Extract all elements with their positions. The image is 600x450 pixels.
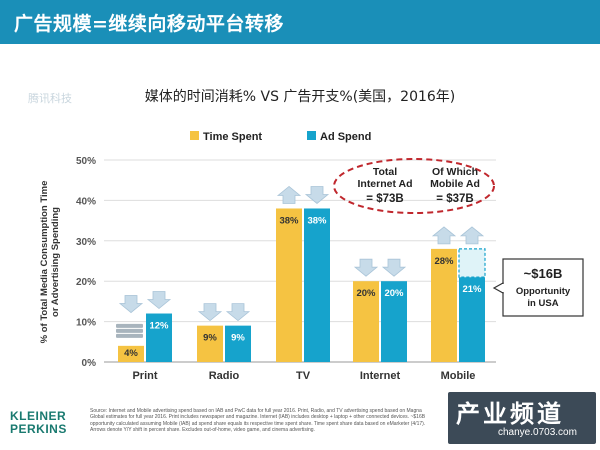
bar-time-spent-radio	[197, 325, 223, 362]
y-tick-label: 20%	[76, 277, 96, 288]
opportunity-box	[502, 258, 584, 317]
data-label-ad-spend: 38%	[307, 215, 327, 226]
data-label-time-spent: 38%	[279, 215, 299, 226]
bar-time-spent-print	[118, 345, 144, 362]
yoy-arrow-ad-spend	[225, 303, 251, 322]
kleiner-perkins-logo: KLEINER PERKINS	[10, 410, 67, 436]
yoy-arrow-ad-spend	[459, 226, 485, 245]
y-tick-label: 30%	[76, 237, 96, 248]
x-tick-label-print: Print	[132, 370, 157, 382]
data-label-ad-spend: 21%	[462, 284, 482, 295]
print-stack-icon	[116, 323, 143, 328]
data-label-time-spent: 4%	[124, 348, 138, 359]
mobile-ad-line-2: Mobile Ad	[430, 178, 480, 190]
bar-time-spent-internet	[353, 281, 379, 362]
data-label-ad-spend: 20%	[384, 288, 404, 299]
y-tick-label: 10%	[76, 318, 96, 329]
yoy-arrow-time-spent	[431, 226, 457, 245]
total-internet-ad-line-2: Internet Ad	[357, 178, 412, 190]
y-axis-label-line-2: or Advertising Spending	[50, 207, 61, 317]
totals-ellipse	[333, 158, 495, 214]
logo-line-1: KLEINER	[10, 409, 67, 423]
yoy-arrow-ad-spend	[304, 186, 330, 204]
yoy-arrow-time-spent	[276, 185, 302, 204]
y-tick-label: 40%	[76, 196, 96, 207]
watermark: 腾讯科技	[28, 92, 72, 105]
page-title: 广告规模=继续向移动平台转移	[14, 13, 284, 35]
site-stamp-url: chanye.0703.com	[498, 427, 577, 438]
x-tick-label-tv: TV	[296, 370, 311, 382]
mobile-opportunity-gap	[458, 248, 486, 278]
opportunity-line-2: Opportunity	[516, 286, 571, 297]
title-bar: 广告规模=继续向移动平台转移	[0, 0, 600, 44]
legend-label: Time Spent	[203, 131, 262, 143]
yoy-arrow-time-spent	[353, 258, 379, 277]
yoy-arrow-ad-spend	[381, 258, 407, 277]
legend-swatch	[190, 131, 199, 140]
chart-title: 媒体的时间消耗% VS 广告开支%(美国，2016年)	[144, 89, 456, 105]
legend-swatch	[307, 131, 316, 140]
total-internet-ad-line-1: Total	[373, 166, 397, 178]
yoy-arrow-time-spent	[118, 295, 144, 314]
data-label-ad-spend: 9%	[231, 333, 245, 344]
y-axis-label-line-1: % of Total Media Consumption Time	[39, 181, 50, 344]
source-footnote: Source: Internet and Mobile advertising …	[90, 408, 426, 433]
opportunity-value: ~$16B	[524, 266, 563, 281]
logo-line-2: PERKINS	[10, 422, 67, 436]
bar-ad-spend-mobile	[459, 277, 485, 362]
data-label-ad-spend: 12%	[149, 321, 169, 332]
opportunity-line-3: in USA	[527, 298, 558, 309]
bar-ad-spend-tv	[304, 208, 330, 362]
bar-ad-spend-internet	[381, 281, 407, 362]
x-tick-label-mobile: Mobile	[441, 370, 476, 382]
site-watermark-stamp: 产业频道 chanye.0703.com	[448, 392, 596, 444]
y-tick-label: 50%	[76, 156, 96, 167]
data-label-time-spent: 20%	[356, 288, 376, 299]
mobile-ad-value: = $37B	[436, 193, 473, 205]
x-tick-label-radio: Radio	[209, 370, 240, 382]
print-stack-icon	[116, 333, 143, 338]
bar-time-spent-tv	[276, 208, 302, 362]
bar-ad-spend-radio	[225, 325, 251, 362]
data-label-time-spent: 9%	[203, 333, 217, 344]
legend-label: Ad Spend	[320, 131, 371, 143]
print-stack-icon	[116, 328, 143, 333]
y-tick-label: 0%	[82, 358, 97, 369]
mobile-ad-line-1: Of Which	[432, 166, 478, 178]
x-tick-label-internet: Internet	[360, 370, 401, 382]
bar-time-spent-mobile	[431, 248, 457, 362]
total-internet-ad-value: = $73B	[366, 193, 403, 205]
data-label-time-spent: 28%	[434, 256, 454, 267]
opportunity-pointer	[492, 281, 504, 295]
yoy-arrow-time-spent	[197, 303, 223, 322]
bar-ad-spend-print	[146, 313, 172, 362]
yoy-arrow-ad-spend	[146, 291, 172, 310]
site-stamp-title: 产业频道	[456, 400, 564, 428]
